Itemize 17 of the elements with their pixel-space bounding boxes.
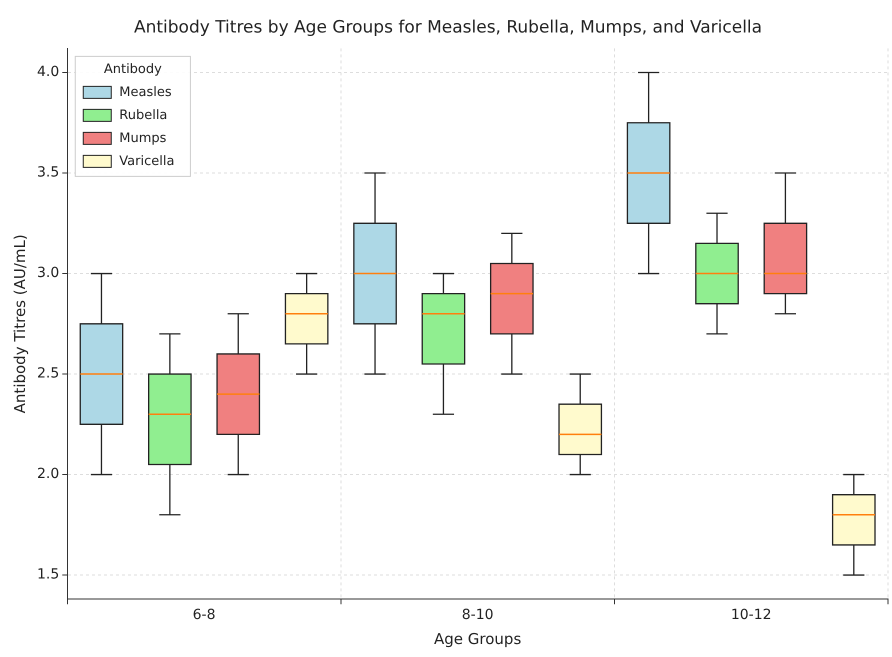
y-tick-label: 3.5 (37, 164, 60, 181)
legend-label: Varicella (119, 154, 174, 169)
y-tick-label: 1.5 (37, 566, 60, 583)
chart-title: Antibody Titres by Age Groups for Measles, Rubella, Mumps, and Varicella (134, 18, 762, 38)
x-tick-label: 6-8 (192, 607, 216, 624)
x-tick-label: 10-12 (730, 607, 772, 624)
x-tick-label: 8-10 (462, 607, 494, 624)
y-tick-label: 2.5 (37, 366, 60, 382)
x-axis-title: Age Groups (434, 630, 522, 648)
legend-label: Measles (119, 84, 172, 100)
y-tick-label: 4.0 (37, 64, 60, 80)
legend-title: Antibody (104, 62, 162, 77)
y-tick-label: 2.0 (37, 466, 60, 482)
legend-label: Rubella (119, 108, 168, 123)
y-axis-title: Antibody Titres (AU/mL) (10, 234, 29, 414)
y-tick-label: 3.0 (37, 265, 60, 282)
legend-label: Mumps (119, 130, 167, 146)
